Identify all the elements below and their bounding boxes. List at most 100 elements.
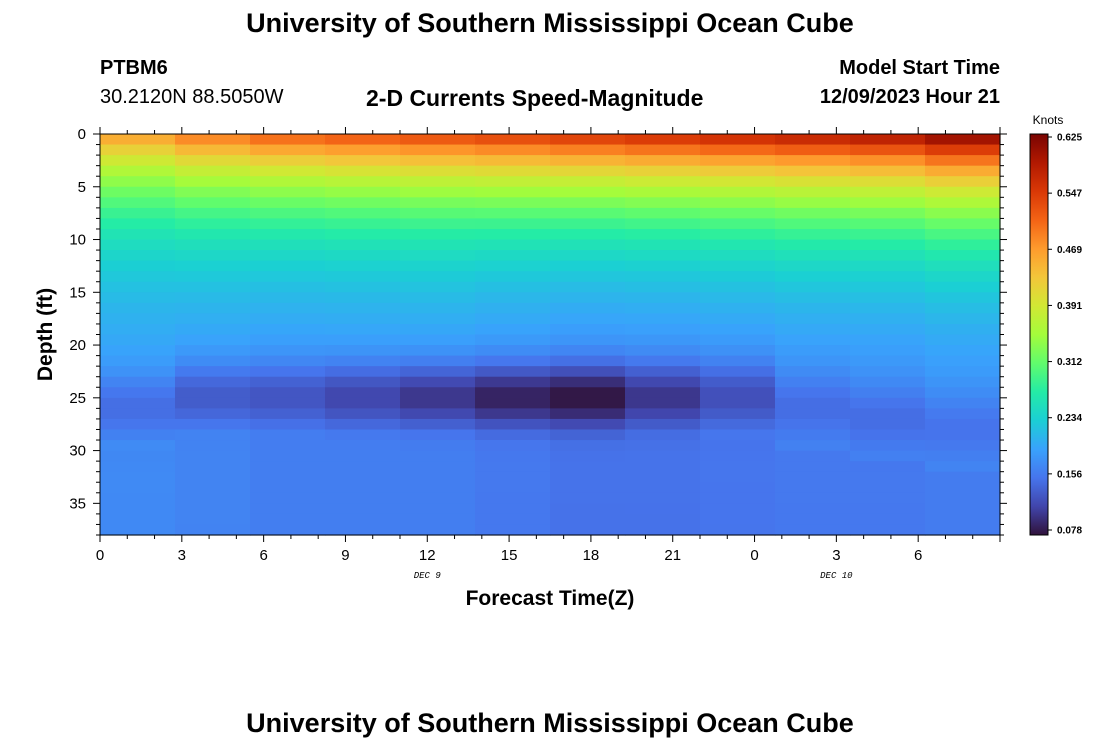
x-tick-label: 6 [914, 547, 922, 564]
heatmap-cell [925, 292, 1001, 304]
heatmap-cell [175, 471, 251, 483]
heatmap-cell [775, 450, 851, 462]
y-tick-label: 15 [69, 284, 86, 301]
date-label: DEC 10 [820, 571, 853, 581]
heatmap-cell [550, 334, 626, 346]
heatmap-cell [550, 250, 626, 262]
heatmap-cell [475, 408, 551, 420]
heatmap-cell [625, 228, 701, 241]
heatmap-cell [625, 207, 701, 220]
heatmap-cell [175, 440, 251, 452]
heatmap-cell [925, 155, 1001, 167]
heatmap-cell [400, 176, 476, 188]
heatmap-cell [775, 461, 851, 473]
heatmap-cell [250, 176, 326, 188]
heatmap-cell [700, 197, 776, 209]
heatmap-cell [625, 271, 701, 283]
heatmap-cell [925, 345, 1001, 357]
heatmap-cell [925, 355, 1001, 367]
heatmap-cell [250, 144, 326, 156]
heatmap-cell [925, 418, 1001, 431]
colorbar-label: Knots [1033, 113, 1064, 127]
heatmap-cell [475, 144, 551, 156]
heatmap-cell [400, 461, 476, 473]
heatmap-cell [550, 440, 626, 452]
heatmap-cell [850, 345, 926, 357]
heatmap-cell [925, 271, 1001, 283]
heatmap-cell [325, 408, 401, 420]
heatmap-cell [625, 366, 701, 378]
heatmap-cell [850, 260, 926, 272]
heatmap-cell [400, 207, 476, 220]
y-tick-label: 20 [69, 337, 86, 354]
heatmap-cell [100, 292, 176, 304]
heatmap-cell [700, 323, 776, 336]
heatmap-cell [700, 366, 776, 378]
colorbar-tick-label: 0.625 [1057, 133, 1082, 144]
heatmap-cell [850, 492, 926, 504]
heatmap-cell [475, 271, 551, 283]
heatmap-cell [550, 418, 626, 431]
heatmap-cell [475, 323, 551, 336]
heatmap-cell [550, 492, 626, 504]
heatmap-cell [925, 260, 1001, 272]
heatmap-cell [625, 387, 701, 399]
heatmap-cell [325, 176, 401, 188]
heatmap-cell [175, 482, 251, 494]
heatmap-cell [325, 271, 401, 283]
heatmap-cell [700, 345, 776, 357]
heatmap-cell [625, 239, 701, 251]
heatmap-cell [775, 302, 851, 314]
heatmap-cell [475, 260, 551, 272]
heatmap-cell [250, 408, 326, 420]
heatmap-cell [925, 323, 1001, 336]
heatmap-cell [850, 418, 926, 431]
heatmap-cell [925, 197, 1001, 209]
heatmap-cell [475, 355, 551, 367]
heatmap-cell [925, 239, 1001, 251]
heatmap-cell [400, 165, 476, 177]
heatmap-cell [400, 387, 476, 399]
x-tick-label: 0 [96, 547, 104, 564]
heatmap-cell [625, 355, 701, 367]
heatmap-cell [250, 134, 326, 146]
heatmap-cell [175, 165, 251, 177]
heatmap-cell [400, 345, 476, 357]
heatmap-cell [475, 134, 551, 146]
heatmap-cell [100, 197, 176, 209]
heatmap-cell [175, 513, 251, 526]
heatmap-cell [250, 492, 326, 504]
heatmap-cell [100, 302, 176, 314]
heatmap-cell [175, 418, 251, 431]
heatmap-cell [100, 524, 176, 536]
station-coords: 30.2120N 88.5050W [100, 86, 284, 108]
heatmap-cell [475, 334, 551, 346]
heatmap-cell [925, 302, 1001, 314]
heatmap-cell [700, 292, 776, 304]
heatmap-cell [850, 366, 926, 378]
heatmap-cell [775, 513, 851, 526]
heatmap-cell [100, 144, 176, 156]
heatmap-cell [400, 281, 476, 293]
heatmap-cell [250, 313, 326, 325]
colorbar-gradient [1029, 133, 1049, 536]
heatmap-cell [100, 134, 176, 146]
heatmap-cell [100, 323, 176, 336]
heatmap-cell [175, 292, 251, 304]
heatmap-cell [850, 397, 926, 409]
heatmap-cell [625, 450, 701, 462]
heatmap-cell [175, 355, 251, 367]
heatmap-cell [925, 376, 1001, 388]
heatmap-cell [550, 429, 626, 441]
heatmap-cell [925, 408, 1001, 420]
heatmap-cells [100, 134, 1001, 536]
heatmap-cell [400, 450, 476, 462]
heatmap-cell [175, 281, 251, 293]
heatmap-cell [325, 387, 401, 399]
heatmap-cell [850, 524, 926, 536]
heatmap-cell [325, 134, 401, 146]
heatmap-cell [100, 334, 176, 346]
heatmap-cell [850, 408, 926, 420]
heatmap-cell [700, 418, 776, 431]
